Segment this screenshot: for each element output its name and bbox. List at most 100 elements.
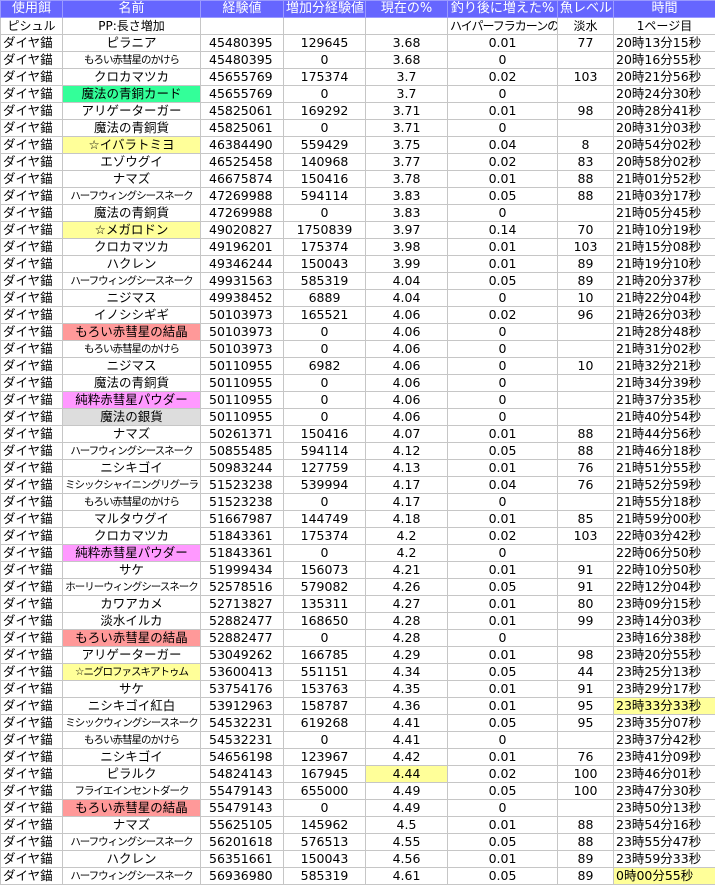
cell-pct[interactable]: 4.2 xyxy=(365,527,448,545)
cell-pct[interactable]: 4.61 xyxy=(365,867,448,885)
cell-pct[interactable]: 4.06 xyxy=(365,391,448,409)
cell-bait[interactable]: ダイヤ錨 xyxy=(0,102,63,120)
cell-lvl[interactable] xyxy=(557,323,614,341)
cell-pct[interactable]: 3.68 xyxy=(365,34,448,52)
cell-bait[interactable]: ダイヤ錨 xyxy=(0,748,63,766)
cell-name[interactable]: イノシシギギ xyxy=(62,306,201,324)
cell-bait[interactable]: ダイヤ錨 xyxy=(0,476,63,494)
cell-bait[interactable]: ダイヤ錨 xyxy=(0,833,63,851)
cell-lvl[interactable] xyxy=(557,85,614,103)
cell-name[interactable]: クロカマツカ xyxy=(62,238,201,256)
cell-name[interactable]: サケ xyxy=(62,680,201,698)
cell-lvl[interactable]: 88 xyxy=(557,425,614,443)
cell-bait[interactable]: ダイヤ錨 xyxy=(0,255,63,273)
cell-lvl[interactable]: 100 xyxy=(557,782,614,800)
cell-exp[interactable]: 54532231 xyxy=(200,731,284,749)
cell-gain[interactable]: 594114 xyxy=(283,442,366,460)
header-bait[interactable]: 使用餌 xyxy=(0,0,63,18)
cell-pct[interactable]: 4.04 xyxy=(365,289,448,307)
cell-gain[interactable]: 129645 xyxy=(283,34,366,52)
cell-pct[interactable]: 4.06 xyxy=(365,340,448,358)
cell-gain[interactable]: 168650 xyxy=(283,612,366,630)
cell-exp[interactable]: 49346244 xyxy=(200,255,284,273)
subheader-cell[interactable] xyxy=(283,17,366,35)
cell-exp[interactable]: 50983244 xyxy=(200,459,284,477)
cell-bait[interactable]: ダイヤ錨 xyxy=(0,85,63,103)
cell-gain[interactable]: 559429 xyxy=(283,136,366,154)
cell-bait[interactable]: ダイヤ錨 xyxy=(0,527,63,545)
cell-exp[interactable]: 56351661 xyxy=(200,850,284,868)
cell-exp[interactable]: 50261371 xyxy=(200,425,284,443)
cell-pct[interactable]: 4.04 xyxy=(365,272,448,290)
cell-inc[interactable]: 0 xyxy=(447,544,558,562)
cell-lvl[interactable] xyxy=(557,374,614,392)
cell-name[interactable]: ☆ニグロファスキアトゥム xyxy=(62,663,201,681)
cell-inc[interactable]: 0.02 xyxy=(447,306,558,324)
cell-bait[interactable]: ダイヤ錨 xyxy=(0,391,63,409)
cell-pct[interactable]: 3.71 xyxy=(365,119,448,137)
cell-gain[interactable]: 165521 xyxy=(283,306,366,324)
cell-pct[interactable]: 4.12 xyxy=(365,442,448,460)
cell-exp[interactable]: 45480395 xyxy=(200,51,284,69)
cell-lvl[interactable]: 89 xyxy=(557,255,614,273)
cell-bait[interactable]: ダイヤ錨 xyxy=(0,731,63,749)
cell-pct[interactable]: 4.56 xyxy=(365,850,448,868)
cell-time[interactable]: 20時58分02秒 xyxy=(613,153,715,171)
cell-gain[interactable]: 0 xyxy=(283,544,366,562)
cell-pct[interactable]: 3.98 xyxy=(365,238,448,256)
cell-inc[interactable]: 0.01 xyxy=(447,425,558,443)
cell-name[interactable]: アリゲーターガー xyxy=(62,646,201,664)
subheader-pp[interactable]: PP:長さ増加 xyxy=(62,17,201,35)
cell-bait[interactable]: ダイヤ錨 xyxy=(0,323,63,341)
cell-inc[interactable]: 0.01 xyxy=(447,595,558,613)
cell-lvl[interactable]: 103 xyxy=(557,238,614,256)
cell-gain[interactable]: 655000 xyxy=(283,782,366,800)
cell-inc[interactable]: 0.05 xyxy=(447,187,558,205)
header-gain[interactable]: 増加分経験値 xyxy=(283,0,366,18)
cell-name[interactable]: 魔法の青銅貨 xyxy=(62,374,201,392)
cell-time[interactable]: 21時28分48秒 xyxy=(613,323,715,341)
cell-bait[interactable]: ダイヤ錨 xyxy=(0,799,63,817)
cell-lvl[interactable]: 88 xyxy=(557,170,614,188)
cell-lvl[interactable]: 103 xyxy=(557,68,614,86)
cell-lvl[interactable]: 98 xyxy=(557,102,614,120)
cell-time[interactable]: 22時10分50秒 xyxy=(613,561,715,579)
cell-name[interactable]: ☆メガロドン xyxy=(62,221,201,239)
cell-gain[interactable]: 123967 xyxy=(283,748,366,766)
cell-inc[interactable]: 0 xyxy=(447,357,558,375)
cell-lvl[interactable]: 88 xyxy=(557,187,614,205)
cell-gain[interactable]: 175374 xyxy=(283,527,366,545)
cell-pct[interactable]: 3.83 xyxy=(365,204,448,222)
cell-pct[interactable]: 3.7 xyxy=(365,85,448,103)
cell-gain[interactable]: 0 xyxy=(283,731,366,749)
cell-name[interactable]: ハクレン xyxy=(62,255,201,273)
header-exp[interactable]: 経験値 xyxy=(200,0,284,18)
cell-time[interactable]: 20時16分55秒 xyxy=(613,51,715,69)
cell-time[interactable]: 21時40分54秒 xyxy=(613,408,715,426)
cell-bait[interactable]: ダイヤ錨 xyxy=(0,340,63,358)
cell-exp[interactable]: 50103973 xyxy=(200,323,284,341)
cell-pct[interactable]: 4.06 xyxy=(365,408,448,426)
cell-lvl[interactable] xyxy=(557,51,614,69)
cell-bait[interactable]: ダイヤ錨 xyxy=(0,544,63,562)
cell-pct[interactable]: 4.42 xyxy=(365,748,448,766)
cell-inc[interactable]: 0.01 xyxy=(447,697,558,715)
cell-inc[interactable]: 0.01 xyxy=(447,748,558,766)
cell-pct[interactable]: 4.17 xyxy=(365,493,448,511)
cell-gain[interactable]: 0 xyxy=(283,119,366,137)
cell-gain[interactable]: 0 xyxy=(283,340,366,358)
cell-name[interactable]: ピラルク xyxy=(62,765,201,783)
cell-gain[interactable]: 166785 xyxy=(283,646,366,664)
cell-bait[interactable]: ダイヤ錨 xyxy=(0,153,63,171)
cell-bait[interactable]: ダイヤ錨 xyxy=(0,459,63,477)
cell-gain[interactable]: 6889 xyxy=(283,289,366,307)
cell-inc[interactable]: 0 xyxy=(447,731,558,749)
cell-inc[interactable]: 0.02 xyxy=(447,765,558,783)
cell-exp[interactable]: 55625105 xyxy=(200,816,284,834)
cell-name[interactable]: ナマズ xyxy=(62,425,201,443)
cell-exp[interactable]: 53600413 xyxy=(200,663,284,681)
cell-pct[interactable]: 4.49 xyxy=(365,799,448,817)
cell-bait[interactable]: ダイヤ錨 xyxy=(0,425,63,443)
subheader-rod[interactable]: ピシュル xyxy=(0,17,63,35)
cell-exp[interactable]: 50110955 xyxy=(200,374,284,392)
